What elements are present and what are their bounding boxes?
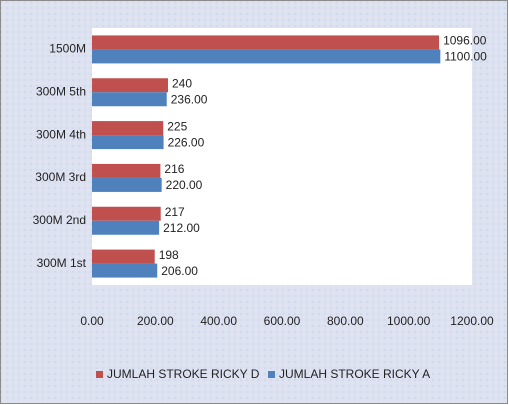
x-tick-label: 1000.00 <box>387 314 431 328</box>
y-tick-label: 1500M <box>49 42 86 56</box>
bar <box>92 263 158 278</box>
value-label: 220.00 <box>166 178 203 192</box>
y-tick-label: 300M 5th <box>36 84 86 98</box>
x-tick-label: 0.00 <box>80 314 104 328</box>
legend-swatch <box>96 371 103 378</box>
y-tick-label: 300M 2nd <box>33 213 86 227</box>
bar <box>92 249 155 264</box>
value-label: 206.00 <box>161 264 198 278</box>
y-tick-label: 300M 3rd <box>35 170 86 184</box>
value-label: 216 <box>164 162 184 176</box>
x-tick-label: 400.00 <box>200 314 237 328</box>
value-label: 225 <box>167 119 187 133</box>
x-tick-label: 1200.00 <box>450 314 494 328</box>
bar <box>92 135 164 150</box>
value-label: 212.00 <box>163 221 200 235</box>
bar <box>92 220 160 235</box>
y-tick-label: 300M 1st <box>37 256 87 270</box>
value-label: 1100.00 <box>444 50 487 64</box>
legend-label: JUMLAH STROKE RICKY D <box>107 367 260 381</box>
x-tick-label: 800.00 <box>327 314 364 328</box>
value-label: 1096.00 <box>443 34 487 48</box>
y-tick-label: 300M 4th <box>36 127 86 141</box>
value-label: 240 <box>172 76 192 90</box>
bar <box>92 35 440 50</box>
legend-swatch <box>268 371 275 378</box>
bar <box>92 92 167 107</box>
bar <box>92 49 441 64</box>
value-label: 226.00 <box>168 135 205 149</box>
bar <box>92 177 162 192</box>
x-tick-label: 200.00 <box>137 314 174 328</box>
value-label: 217 <box>165 205 185 219</box>
bar <box>92 78 168 93</box>
x-tick-label: 600.00 <box>264 314 301 328</box>
value-label: 198 <box>159 248 179 262</box>
value-label: 236.00 <box>171 92 208 106</box>
plot-area <box>92 28 472 285</box>
bar <box>92 163 161 178</box>
bar <box>92 206 161 221</box>
bar <box>92 121 164 136</box>
legend-label: JUMLAH STROKE RICKY A <box>279 367 430 381</box>
